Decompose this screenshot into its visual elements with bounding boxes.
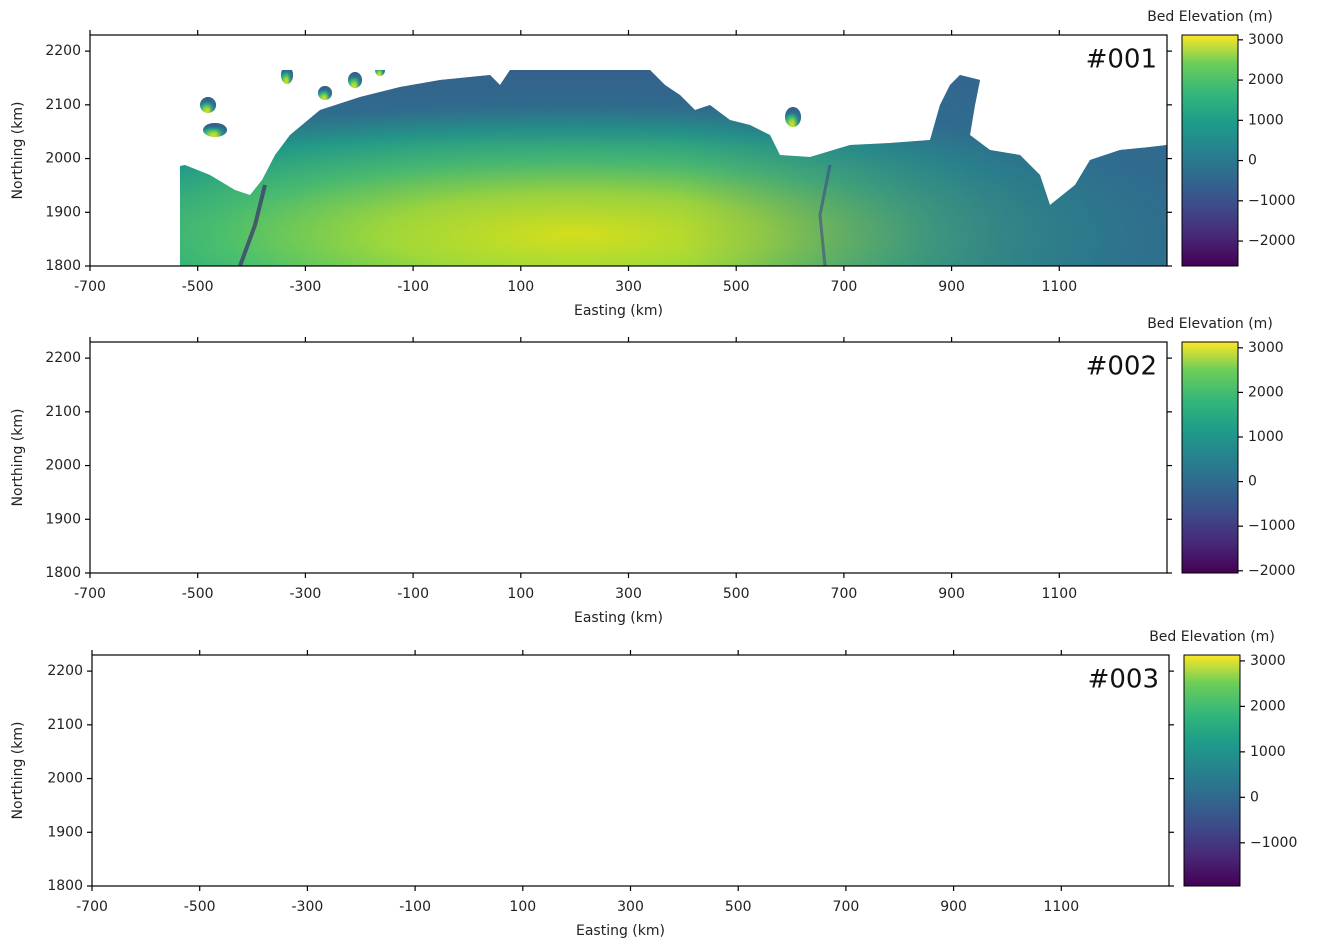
x-tick-label: 300	[615, 586, 642, 602]
panel-label: #003	[1088, 665, 1159, 695]
x-axis-label: Easting (km)	[574, 303, 663, 319]
ice-shade-east	[90, 349, 1167, 573]
plot-frame	[91, 654, 1170, 887]
plot-frame	[89, 341, 1168, 574]
colorbar-tick-label: 1000	[1248, 112, 1284, 128]
colorbar-tick-label: 2000	[1250, 698, 1286, 714]
ice-shade	[90, 349, 1167, 573]
colorbar	[1181, 341, 1239, 574]
colorbar-tick-label: −1000	[1248, 193, 1295, 209]
colorbar	[1181, 34, 1239, 267]
colorbar-label: Bed Elevation (m)	[1147, 9, 1273, 25]
panel: -700 -500 -300 -100 100 300 500 700 900 1100 1800 1…	[10, 9, 1295, 319]
x-tick-label: 500	[723, 279, 750, 295]
x-tick-label: -100	[397, 586, 429, 602]
x-axis-label: Easting (km)	[574, 610, 663, 626]
colorbar-tick-label: 0	[1248, 153, 1257, 169]
y-axis-label: Northing (km)	[10, 722, 26, 820]
y-tick-label: 2200	[45, 350, 81, 366]
y-tick-label: 2000	[45, 458, 81, 474]
colorbar-label: Bed Elevation (m)	[1147, 316, 1273, 332]
colorbar-tick-label: −2000	[1248, 233, 1295, 249]
y-tick-label: 1800	[47, 878, 83, 894]
map-raster	[90, 349, 1167, 573]
x-tick-label: -500	[182, 586, 214, 602]
colorbar-tick-label: −2000	[1248, 563, 1295, 579]
map-raster	[180, 70, 1167, 267]
y-tick-label: 2000	[45, 151, 81, 167]
panel-label: #002	[1086, 352, 1157, 382]
colorbar-tick-label: 3000	[1248, 32, 1284, 48]
y-tick-label: 2200	[45, 43, 81, 59]
x-tick-label: 700	[831, 279, 858, 295]
ice-fill	[90, 349, 1167, 573]
x-tick-label: -300	[290, 586, 322, 602]
colorbar-tick-label: −1000	[1248, 518, 1295, 534]
x-tick-label: 100	[507, 279, 534, 295]
colorbar-tick-label: 2000	[1248, 72, 1284, 88]
y-tick-label: 1900	[45, 204, 81, 220]
y-tick-label: 2200	[47, 663, 83, 679]
x-tick-label: -500	[182, 279, 214, 295]
x-tick-label: 900	[938, 279, 965, 295]
y-axis-label: Northing (km)	[10, 102, 26, 200]
trough	[822, 785, 832, 886]
ice-shade-east	[92, 662, 1169, 886]
trough	[238, 184, 267, 267]
colorbar-tick-label: 3000	[1250, 653, 1286, 669]
x-tick-label: -300	[290, 279, 322, 295]
x-tick-label: 1100	[1041, 279, 1077, 295]
colorbar-tick-label: 0	[1248, 474, 1257, 490]
x-tick-label: -100	[397, 279, 429, 295]
x-tick-label: 700	[831, 586, 858, 602]
x-tick-label: -300	[292, 899, 324, 915]
ice-shade	[92, 662, 1169, 886]
x-tick-label: -700	[74, 279, 106, 295]
panel: -700 -500 -300 -100 100 300 500 700 900 1100 1800 1…	[10, 629, 1297, 939]
colorbar-tick-label: 1000	[1250, 744, 1286, 760]
y-tick-label: 2000	[47, 771, 83, 787]
map-raster	[92, 662, 1169, 886]
colorbar-tick-label: 3000	[1248, 340, 1284, 356]
x-tick-label: -700	[74, 586, 106, 602]
x-axis-label: Easting (km)	[576, 923, 665, 939]
x-tick-label: 1100	[1041, 586, 1077, 602]
x-tick-label: 700	[833, 899, 860, 915]
colorbar	[1183, 654, 1241, 887]
y-tick-label: 1800	[45, 565, 81, 581]
y-axis-label: Northing (km)	[10, 409, 26, 507]
colorbar-tick-label: −1000	[1250, 835, 1297, 851]
trough	[240, 492, 265, 573]
y-tick-label: 2100	[45, 404, 81, 420]
x-tick-label: 300	[615, 279, 642, 295]
ice-fill	[92, 662, 1169, 886]
y-tick-label: 1900	[47, 824, 83, 840]
x-tick-label: 500	[723, 586, 750, 602]
x-tick-label: 300	[617, 899, 644, 915]
y-tick-label: 1900	[45, 511, 81, 527]
y-tick-label: 2100	[47, 717, 83, 733]
colorbar-label: Bed Elevation (m)	[1149, 629, 1275, 645]
trough	[242, 805, 267, 886]
y-tick-label: 2100	[45, 97, 81, 113]
x-tick-label: 100	[509, 899, 536, 915]
x-tick-label: -100	[399, 899, 431, 915]
x-tick-label: -500	[184, 899, 216, 915]
colorbar-tick-label: 2000	[1248, 384, 1284, 400]
x-tick-label: -700	[76, 899, 108, 915]
x-tick-label: 1100	[1043, 899, 1079, 915]
x-tick-label: 900	[940, 899, 967, 915]
trough	[820, 472, 830, 573]
x-tick-label: 900	[938, 586, 965, 602]
x-tick-label: 500	[725, 899, 752, 915]
panel: -700 -500 -300 -100 100 300 500 700 900 1100 1800 1…	[10, 316, 1295, 626]
colorbar-tick-label: 1000	[1248, 429, 1284, 445]
x-tick-label: 100	[507, 586, 534, 602]
panel-label: #001	[1086, 45, 1157, 75]
colorbar-tick-label: 0	[1250, 789, 1259, 805]
trough	[818, 164, 832, 267]
y-tick-label: 1800	[45, 258, 81, 274]
